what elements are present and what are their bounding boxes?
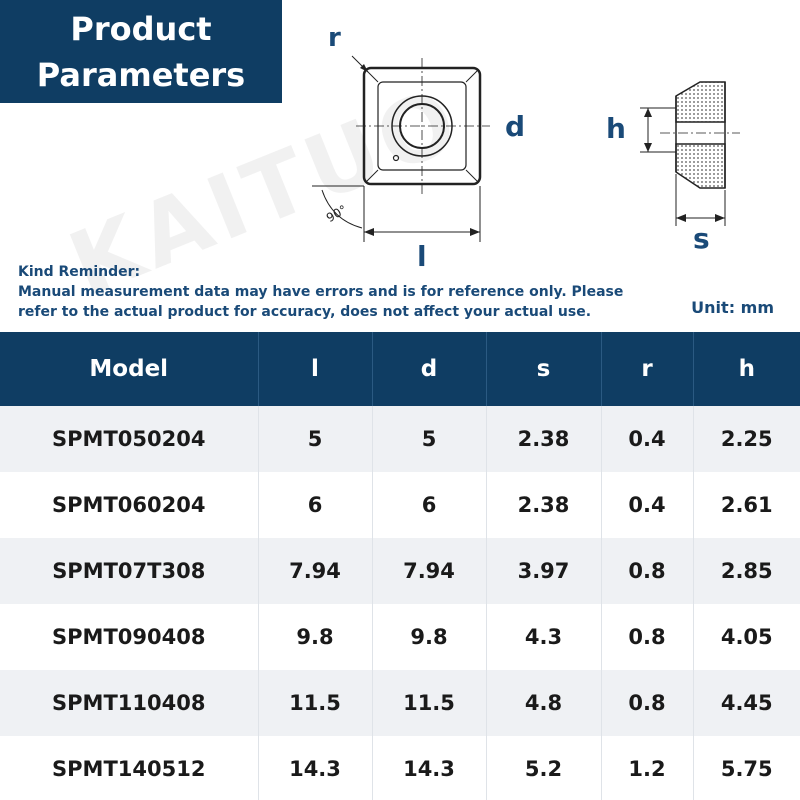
value-cell: 4.45 xyxy=(693,670,800,736)
column-header: d xyxy=(372,332,487,406)
value-cell: 6 xyxy=(372,472,487,538)
value-cell: 5.75 xyxy=(693,736,800,800)
value-cell: 9.8 xyxy=(258,604,373,670)
value-cell: 11.5 xyxy=(258,670,373,736)
label-l: l xyxy=(417,240,427,270)
title-badge: Product Parameters xyxy=(0,0,282,103)
value-cell: 2.61 xyxy=(693,472,800,538)
label-h: h xyxy=(606,112,626,145)
value-cell: 2.38 xyxy=(486,472,602,538)
column-header: Model xyxy=(0,332,259,406)
value-cell: 14.3 xyxy=(258,736,373,800)
r-arrow-icon xyxy=(360,64,368,72)
s-arrow-right-icon xyxy=(715,214,725,222)
model-cell: SPMT060204 xyxy=(0,472,259,538)
table-row: SPMT140512 14.3 14.3 5.2 1.2 5.75 xyxy=(0,736,800,800)
title-line-1: Product xyxy=(70,9,212,48)
h-arrow-bottom-icon xyxy=(644,143,652,152)
h-arrow-top-icon xyxy=(644,108,652,117)
value-cell: 0.8 xyxy=(601,670,694,736)
l-arrow-right-icon xyxy=(470,228,480,236)
table-row: SPMT110408 11.5 11.5 4.8 0.8 4.45 xyxy=(0,670,800,736)
column-header: l xyxy=(258,332,373,406)
value-cell: 2.38 xyxy=(486,406,602,472)
value-cell: 6 xyxy=(258,472,373,538)
column-header: s xyxy=(486,332,602,406)
angle-arc xyxy=(321,189,363,229)
table-row: SPMT050204 5 5 2.38 0.4 2.25 xyxy=(0,406,800,472)
reminder-heading: Kind Reminder: xyxy=(18,264,141,280)
s-arrow-left-icon xyxy=(676,214,686,222)
value-cell: 5.2 xyxy=(486,736,602,800)
value-cell: 5 xyxy=(372,406,487,472)
value-cell: 4.8 xyxy=(486,670,602,736)
value-cell: 2.85 xyxy=(693,538,800,604)
parameters-table: Model l d s r h SPMT050204 5 5 2.38 0.4 2.25 SPMT06… xyxy=(0,332,800,800)
insert-side-view xyxy=(660,81,740,189)
table-row: SPMT060204 6 6 2.38 0.4 2.61 xyxy=(0,472,800,538)
value-cell: 0.8 xyxy=(601,604,694,670)
unit-label: Unit: mm xyxy=(691,298,774,317)
column-header: h xyxy=(693,332,800,406)
l-arrow-left-icon xyxy=(364,228,374,236)
model-cell: SPMT07T308 xyxy=(0,538,259,604)
title-line-2: Parameters xyxy=(36,55,246,94)
value-cell: 14.3 xyxy=(372,736,487,800)
value-cell: 0.8 xyxy=(601,538,694,604)
value-cell: 2.25 xyxy=(693,406,800,472)
value-cell: 9.8 xyxy=(372,604,487,670)
value-cell: 0.4 xyxy=(601,472,694,538)
label-r: r xyxy=(328,23,341,53)
value-cell: 0.4 xyxy=(601,406,694,472)
insert-top-view xyxy=(356,58,490,196)
value-cell: 5 xyxy=(258,406,373,472)
table-row: SPMT07T308 7.94 7.94 3.97 0.8 2.85 xyxy=(0,538,800,604)
value-cell: 7.94 xyxy=(372,538,487,604)
value-cell: 7.94 xyxy=(258,538,373,604)
model-cell: SPMT140512 xyxy=(0,736,259,800)
insert-diagram: r d l 90° h s xyxy=(312,23,740,270)
table-row: SPMT090408 9.8 9.8 4.3 0.8 4.05 xyxy=(0,604,800,670)
label-s: s xyxy=(693,222,710,255)
label-d: d xyxy=(505,110,525,143)
label-angle: 90° xyxy=(324,202,349,225)
value-cell: 3.97 xyxy=(486,538,602,604)
model-cell: SPMT090408 xyxy=(0,604,259,670)
table-header-row: Model l d s r h xyxy=(0,332,800,406)
value-cell: 11.5 xyxy=(372,670,487,736)
model-cell: SPMT050204 xyxy=(0,406,259,472)
value-cell: 4.05 xyxy=(693,604,800,670)
reminder-body: Manual measurement data may have errors … xyxy=(18,284,624,320)
value-cell: 4.3 xyxy=(486,604,602,670)
kind-reminder: Kind Reminder: Manual measurement data m… xyxy=(18,262,658,322)
value-cell: 1.2 xyxy=(601,736,694,800)
column-header: r xyxy=(601,332,694,406)
model-cell: SPMT110408 xyxy=(0,670,259,736)
